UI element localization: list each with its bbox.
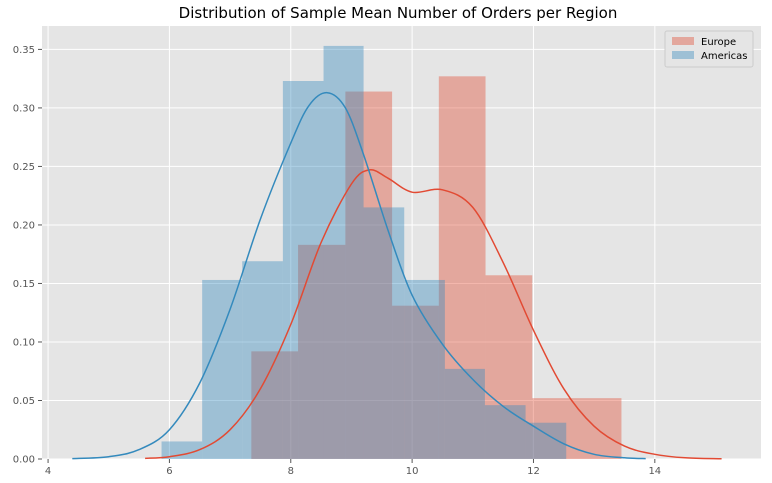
histogram-bar xyxy=(298,244,346,459)
chart-title: Distribution of Sample Mean Number of Or… xyxy=(179,4,618,22)
x-tick-label: 6 xyxy=(166,466,172,477)
histogram-bar xyxy=(392,305,439,459)
axis-ticks: 4 6 8 10 12 14 0.00 0.05 0.10 0.15 0.20 0.25 0.30 0.3… xyxy=(13,45,661,477)
kde-curves xyxy=(72,91,722,460)
legend-label: Americas xyxy=(701,51,747,62)
histogram-bar xyxy=(161,441,203,459)
legend-swatch xyxy=(672,37,694,45)
kde-curve xyxy=(72,91,646,460)
histogram-bar xyxy=(251,351,299,459)
y-tick-label: 0.35 xyxy=(13,45,35,56)
histogram-bars xyxy=(161,45,622,460)
y-tick-label: 0.25 xyxy=(13,162,35,173)
x-tick-label: 12 xyxy=(527,466,540,477)
histogram-bar xyxy=(444,368,485,459)
x-tick-label: 10 xyxy=(406,466,419,477)
kde-curve xyxy=(145,169,722,460)
histogram-bar xyxy=(242,261,283,459)
histogram-bar xyxy=(484,405,526,459)
histogram-bar xyxy=(525,422,567,459)
histogram-bar xyxy=(438,76,486,459)
legend-label: Europe xyxy=(701,37,736,48)
x-tick-label: 14 xyxy=(648,466,661,477)
y-tick-label: 0.10 xyxy=(13,337,35,348)
legend-swatch xyxy=(672,51,694,59)
histogram-bar xyxy=(363,207,405,459)
histogram-bar xyxy=(282,81,324,460)
histogram-bar xyxy=(345,91,393,460)
x-tick-label: 8 xyxy=(288,466,294,477)
grid-lines xyxy=(42,26,761,460)
y-tick-label: 0.00 xyxy=(13,455,35,466)
y-tick-label: 0.05 xyxy=(13,396,35,407)
histogram-bar xyxy=(404,279,445,459)
histogram-bar xyxy=(202,279,243,459)
legend: Europe Americas xyxy=(664,30,754,68)
histogram-bar xyxy=(323,45,364,460)
legend-box xyxy=(664,30,754,68)
x-tick-label: 4 xyxy=(45,466,51,477)
y-tick-label: 0.15 xyxy=(13,279,35,290)
y-tick-label: 0.20 xyxy=(13,220,35,231)
histogram-bar xyxy=(485,275,533,459)
y-tick-label: 0.30 xyxy=(13,103,35,114)
plot-background xyxy=(42,26,761,459)
